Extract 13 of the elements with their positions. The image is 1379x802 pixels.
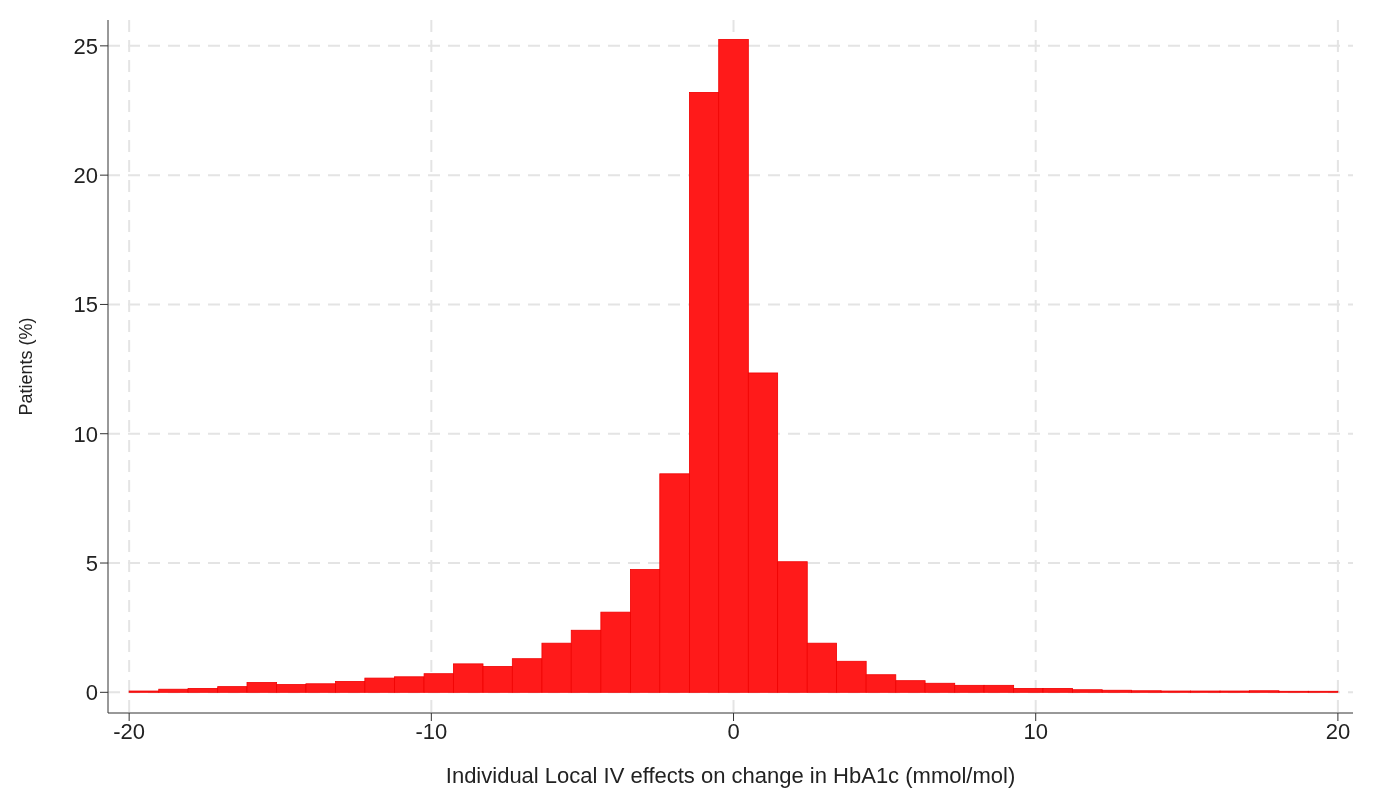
y-tick-label: 20 <box>73 162 98 188</box>
x-tick-label: 10 <box>1023 718 1048 744</box>
x-tick-label: -20 <box>113 718 146 744</box>
x-tick-label: 0 <box>727 718 740 744</box>
y-axis-title: Patients (%) <box>16 317 37 416</box>
x-axis-title: Individual Local IV effects on change in HbA1c (mmol/mol) <box>445 763 1016 788</box>
x-tick-label: -10 <box>415 718 448 744</box>
y-tick-label: 25 <box>73 33 98 59</box>
y-tick-label: 5 <box>85 550 98 576</box>
y-tick-label: 0 <box>85 680 98 706</box>
y-tick-label: 10 <box>73 421 98 447</box>
x-tick-label: 20 <box>1325 718 1351 744</box>
y-tick-label: 15 <box>73 292 98 318</box>
